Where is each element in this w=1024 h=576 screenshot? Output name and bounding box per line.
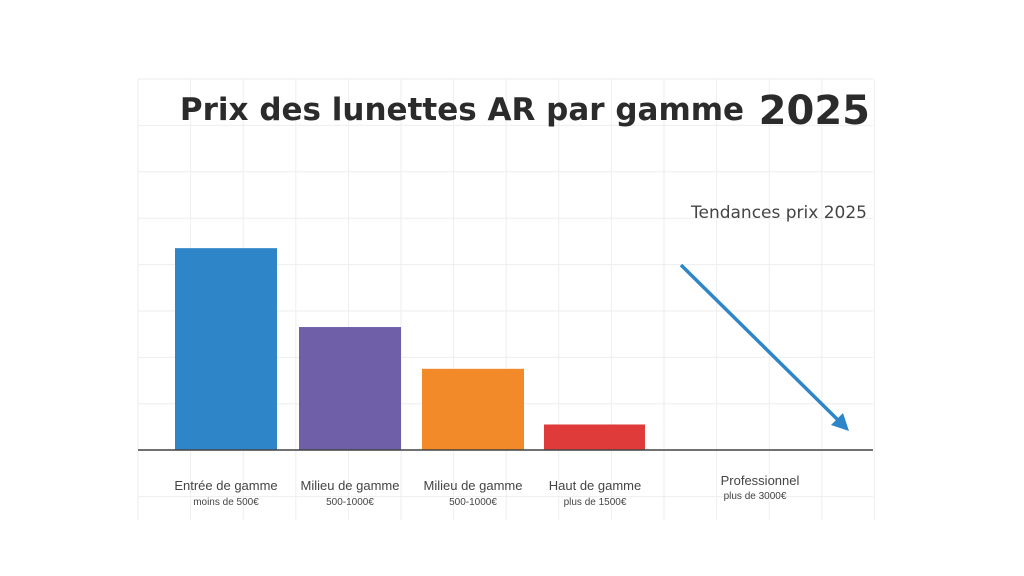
- year-label: 2025: [759, 88, 870, 134]
- category-labels: Entrée de gamme moins de 500€ Milieu de ga…: [174, 473, 799, 508]
- category-label: Milieu de gamme: [301, 478, 400, 493]
- category-label: Professionnel: [721, 473, 800, 488]
- bar: [422, 368, 524, 450]
- trend-arrow: [679, 263, 849, 431]
- bar: [175, 248, 277, 450]
- chart-title: Prix des lunettes AR par gamme: [180, 92, 744, 128]
- trend-annotation: Tendances prix 2025: [690, 203, 867, 223]
- category-sublabel: 500-1000€: [449, 497, 497, 508]
- grid: [137, 78, 875, 520]
- category-label: Milieu de gamme: [424, 478, 523, 493]
- bar: [544, 424, 645, 450]
- category-label: Entrée de gamme: [174, 478, 277, 493]
- category-sublabel: plus de 1500€: [564, 497, 627, 508]
- bar: [299, 327, 401, 450]
- bars: [175, 248, 645, 450]
- category-sublabel: moins de 500€: [193, 497, 259, 508]
- category-sublabel: 500-1000€: [326, 497, 374, 508]
- category-sublabel: plus de 3000€: [724, 491, 787, 502]
- category-label: Haut de gamme: [549, 478, 642, 493]
